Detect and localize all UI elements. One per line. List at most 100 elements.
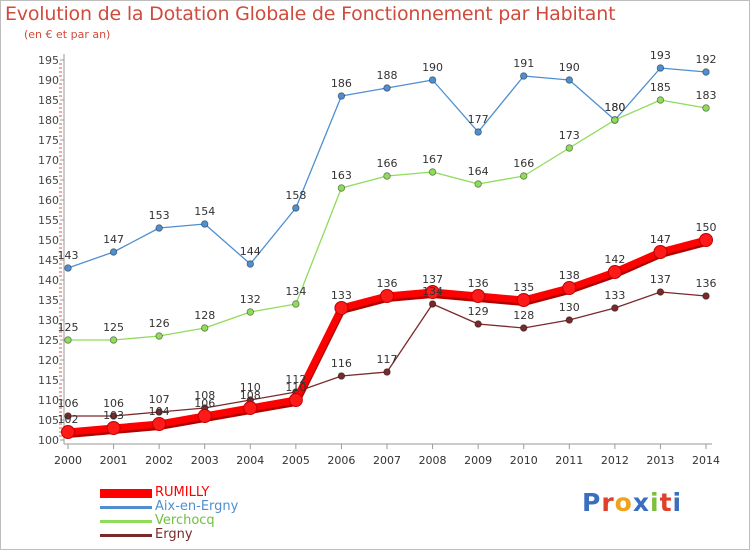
y-tick-label: 105 xyxy=(38,414,59,427)
x-tick-label: 2010 xyxy=(510,454,538,467)
data-point xyxy=(246,260,254,268)
x-tick-label: 2013 xyxy=(646,454,674,467)
data-label: 110 xyxy=(285,381,306,394)
y-tick-label: 190 xyxy=(38,74,59,87)
data-label: 137 xyxy=(650,273,671,286)
y-tick-label: 110 xyxy=(38,394,59,407)
x-tick-label: 2003 xyxy=(191,454,219,467)
data-point xyxy=(425,285,440,299)
data-label: 102 xyxy=(58,413,79,426)
data-label: 153 xyxy=(149,209,170,222)
data-point xyxy=(656,288,665,296)
chart-subtitle: (en € et par an) xyxy=(24,28,111,41)
data-point xyxy=(428,300,437,308)
data-label: 190 xyxy=(422,61,443,74)
data-label: 129 xyxy=(468,305,489,318)
data-point xyxy=(383,172,391,180)
data-label: 112 xyxy=(285,373,306,386)
data-label: 144 xyxy=(240,245,261,258)
data-point xyxy=(383,84,391,92)
data-point xyxy=(428,76,437,84)
data-point xyxy=(565,76,573,84)
y-tick-label: 160 xyxy=(38,194,59,207)
data-label: 173 xyxy=(559,129,580,142)
data-label: 143 xyxy=(58,249,79,262)
y-tick-label: 100 xyxy=(38,434,59,447)
data-label: 104 xyxy=(149,405,170,418)
data-labels: 143 147 153 154 144 158 186 188 190 177 191 190 180 1… xyxy=(58,49,717,426)
x-tick-label: 2000 xyxy=(54,454,82,467)
data-label: 142 xyxy=(604,253,625,266)
series-layer xyxy=(61,64,713,439)
legend-swatch xyxy=(100,534,152,537)
data-point xyxy=(474,320,482,328)
data-point xyxy=(611,116,619,124)
data-point xyxy=(292,204,300,212)
legend-swatch xyxy=(100,489,152,498)
data-point xyxy=(337,184,346,192)
logo-letter: t xyxy=(659,488,673,517)
data-point xyxy=(152,417,167,431)
data-label: 132 xyxy=(240,293,261,306)
data-point xyxy=(702,292,710,300)
data-label: 130 xyxy=(559,301,580,314)
data-point xyxy=(699,233,713,247)
data-label: 191 xyxy=(513,57,534,70)
data-label: 128 xyxy=(513,309,534,322)
legend-label: Ergny xyxy=(155,527,193,542)
legend-swatch xyxy=(100,506,152,509)
data-label: 126 xyxy=(149,317,170,330)
y-tick-label: 135 xyxy=(38,294,59,307)
data-point xyxy=(474,128,482,136)
data-point xyxy=(246,308,254,316)
data-label: 188 xyxy=(377,69,398,82)
data-point xyxy=(109,248,118,256)
data-point xyxy=(64,336,72,344)
data-point xyxy=(702,104,710,112)
data-label: 147 xyxy=(103,233,124,246)
data-point xyxy=(565,316,573,324)
data-label: 180 xyxy=(604,101,625,114)
chart-title: Evolution de la Dotation Globale de Fonc… xyxy=(5,3,616,25)
data-label: 108 xyxy=(194,389,215,402)
data-label: 117 xyxy=(377,353,398,366)
y-tick-label: 165 xyxy=(38,174,59,187)
data-point xyxy=(565,144,573,152)
data-label: 128 xyxy=(194,309,215,322)
y-tick-label: 150 xyxy=(38,234,59,247)
data-point xyxy=(155,408,163,416)
y-tick-label: 175 xyxy=(38,134,59,147)
data-point xyxy=(197,409,212,423)
x-tick-label: 2008 xyxy=(419,454,447,467)
data-label: 106 xyxy=(58,397,79,410)
data-label: 163 xyxy=(331,169,352,182)
data-point xyxy=(562,281,577,295)
data-label: 106 xyxy=(103,397,124,410)
x-tick-label: 2005 xyxy=(282,454,310,467)
y-tick-label: 155 xyxy=(38,214,59,227)
logo-letter: P xyxy=(582,488,602,517)
proxiti-logo: Proxiti xyxy=(582,488,682,517)
data-point xyxy=(702,68,710,76)
data-label: 185 xyxy=(650,81,671,94)
data-point xyxy=(474,180,482,188)
data-label: 136 xyxy=(377,277,398,290)
data-label: 192 xyxy=(696,53,717,66)
data-point xyxy=(109,336,118,344)
legend-label: RUMILLY xyxy=(155,485,210,500)
data-point xyxy=(380,289,394,303)
data-label: 164 xyxy=(468,165,489,178)
data-point xyxy=(428,168,437,176)
data-label: 110 xyxy=(240,381,261,394)
data-label: 186 xyxy=(331,77,352,90)
data-point xyxy=(653,245,668,259)
data-label: 106 xyxy=(194,397,215,410)
legend-label: Verchocq xyxy=(155,513,215,528)
logo-letter: x xyxy=(632,488,650,517)
logo-letter: i xyxy=(672,488,683,517)
data-label: 177 xyxy=(468,113,489,126)
data-label: 133 xyxy=(331,289,352,302)
data-point xyxy=(656,96,665,104)
data-label: 147 xyxy=(650,233,671,246)
